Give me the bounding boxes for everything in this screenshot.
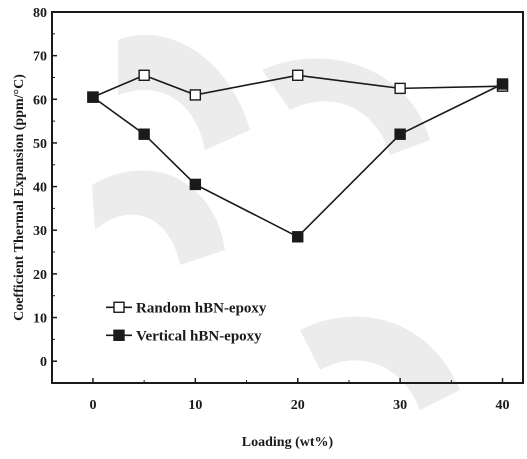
x-tick-label: 30 (393, 398, 407, 413)
watermark-shape (118, 34, 250, 151)
plot-frame (51, 11, 524, 384)
data-point-open-square (394, 82, 406, 95)
watermark-shape (92, 170, 225, 265)
watermark-shape (300, 316, 460, 410)
data-point-filled-square (292, 231, 304, 243)
data-point-open-square (292, 69, 304, 81)
y-tick-label: 70 (33, 50, 47, 65)
series-layer (87, 69, 509, 243)
legend-label: Vertical hBN-epoxy (136, 328, 262, 344)
data-point-filled-square (189, 178, 202, 191)
watermark-shapes (92, 34, 460, 410)
y-tick-label: 40 (33, 181, 47, 196)
x-tick-label: 40 (496, 398, 510, 413)
legend-entry: Random hBN-epoxy (106, 300, 267, 316)
series-vertical (87, 78, 509, 243)
x-tick-label: 20 (291, 398, 305, 413)
y-axis-title: Coefficient Thermal Expansion (ppm/°C) (12, 74, 27, 321)
y-tick-label: 10 (33, 312, 47, 327)
watermark-shape (262, 58, 430, 155)
legend-entry: Vertical hBN-epoxy (106, 328, 262, 344)
legend-marker-filled-square (113, 329, 125, 341)
data-point-filled-square (394, 128, 406, 140)
y-tick-label: 20 (33, 268, 47, 283)
y-axis-ticks: 0 10 20 30 40 50 60 70 80 (33, 6, 57, 370)
data-point-open-square (189, 89, 202, 101)
x-tick-label: 0 (89, 398, 96, 413)
legend-marker-open-square (113, 301, 125, 313)
y-tick-label: 0 (40, 355, 47, 370)
series-line (92, 74, 503, 98)
y-tick-label: 50 (33, 137, 47, 152)
x-tick-label: 10 (188, 398, 202, 413)
data-point-filled-square (496, 78, 509, 90)
data-point-filled-square (87, 91, 99, 103)
series-line (92, 83, 503, 238)
x-axis-title: Loading (wt%) (242, 435, 334, 450)
data-point-open-square (138, 69, 150, 81)
data-point-filled-square (138, 128, 150, 140)
legend: Random hBN-epoxy Vertical hBN-epoxy (106, 300, 267, 344)
legend-label: Random hBN-epoxy (136, 300, 267, 316)
y-tick-label: 60 (33, 93, 47, 108)
x-axis-ticks: 0 10 20 30 40 (89, 378, 510, 413)
y-tick-label: 30 (33, 224, 47, 239)
y-tick-label: 80 (33, 6, 47, 21)
